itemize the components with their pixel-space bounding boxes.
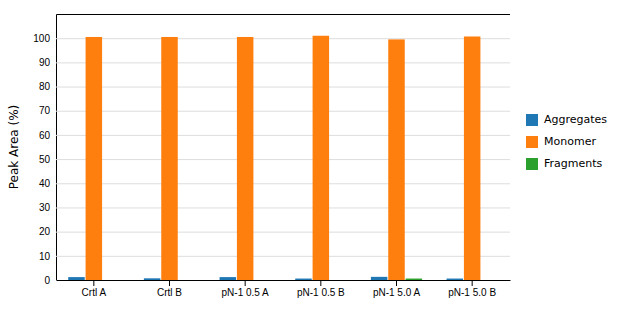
bars: [68, 36, 480, 280]
bar-group: [295, 36, 329, 280]
grid-line: [56, 183, 510, 184]
x-tick-label: pN-1 5.0 B: [448, 287, 496, 298]
legend: Aggregates Monomer Fragments: [526, 113, 607, 170]
legend-item: Monomer: [526, 135, 596, 148]
grid-line: [56, 87, 510, 88]
bar-group: [144, 37, 178, 280]
y-axis-label: Peak Area (%): [7, 105, 21, 190]
y-tick-label: 20: [39, 226, 51, 237]
x-tick: pN-1 0.5 A: [222, 280, 270, 298]
grid-line: [56, 232, 510, 233]
y-tick-label: 90: [39, 57, 51, 68]
x-tick-label: pN-1 5.0 A: [373, 287, 421, 298]
bar: [254, 280, 270, 281]
bar-group: [371, 39, 422, 280]
y-tick: 10: [39, 251, 510, 262]
legend-swatch: [526, 114, 538, 126]
y-tick-label: 0: [44, 275, 50, 286]
y-tick: 80: [39, 81, 510, 92]
x-axis: Crtl A Crtl B pN-1 0.5 A pN-1 0.5 B pN-1 5.0…: [57, 280, 511, 298]
bar: [179, 280, 195, 281]
bar: [447, 279, 463, 280]
y-tick-label: 70: [39, 105, 51, 116]
bar: [86, 37, 102, 280]
tick-mark: [320, 280, 321, 286]
y-tick: 90: [39, 57, 510, 68]
grid-line: [56, 135, 510, 136]
bar: [237, 37, 253, 280]
y-tick-label: 100: [33, 33, 50, 44]
y-tick: 20: [39, 226, 510, 237]
tick-mark: [245, 280, 246, 286]
y-tick-label: 60: [39, 130, 51, 141]
bar: [464, 36, 480, 280]
y-axis: 0 10 20 30 40 50 60 70 80 90 100: [33, 15, 510, 286]
y-tick-label: 80: [39, 81, 51, 92]
y-axis-line: [57, 15, 511, 281]
bar-group: [220, 37, 254, 280]
x-tick: Crtl A: [82, 280, 107, 298]
legend-label: Fragments: [544, 157, 603, 170]
x-tick: pN-1 0.5 B: [297, 280, 345, 298]
chart: 0 10 20 30 40 50 60 70 80 90 100 Crtl A Crtl B pN-1 0…: [0, 0, 620, 310]
bar: [295, 279, 311, 280]
bar: [330, 280, 346, 281]
bar: [388, 39, 404, 280]
grid-line: [56, 207, 510, 208]
legend-item: Aggregates: [526, 113, 607, 126]
bar: [161, 37, 177, 280]
x-tick-label: pN-1 0.5 B: [297, 287, 345, 298]
bar: [313, 36, 329, 280]
y-tick: 50: [39, 154, 510, 165]
bar: [406, 279, 422, 280]
bar: [481, 280, 497, 281]
y-tick: 0: [44, 275, 510, 286]
y-tick-label: 30: [39, 202, 51, 213]
tick-mark: [93, 280, 94, 286]
grid-line: [56, 280, 510, 281]
grid-line: [56, 159, 510, 160]
y-tick: 30: [39, 202, 510, 213]
tick-mark: [396, 280, 397, 286]
y-tick: 40: [39, 178, 510, 189]
legend-swatch: [526, 136, 538, 148]
x-tick-label: Crtl B: [157, 287, 182, 298]
y-tick: 70: [39, 105, 510, 116]
legend-label: Monomer: [544, 135, 596, 148]
bar: [103, 280, 119, 281]
x-tick-label: Crtl A: [82, 287, 107, 298]
bar: [371, 277, 387, 280]
y-tick: 100: [33, 33, 510, 44]
bar: [144, 278, 160, 280]
legend-item: Fragments: [526, 157, 603, 170]
bar-group: [68, 37, 102, 280]
y-tick-label: 50: [39, 154, 51, 165]
grid-line: [56, 62, 510, 63]
y-tick-label: 40: [39, 178, 51, 189]
tick-mark: [472, 280, 473, 286]
x-tick: pN-1 5.0 B: [448, 280, 496, 298]
legend-swatch: [526, 158, 538, 170]
grid-line: [56, 111, 510, 112]
y-tick-label: 10: [39, 251, 51, 262]
tick-mark: [169, 280, 170, 286]
legend-label: Aggregates: [544, 113, 607, 126]
x-tick: pN-1 5.0 A: [373, 280, 421, 298]
bar-group: [447, 36, 481, 280]
x-tick: Crtl B: [157, 280, 182, 298]
bar: [220, 277, 236, 280]
grid-line: [56, 256, 510, 257]
plot: 0 10 20 30 40 50 60 70 80 90 100 Crtl A Crtl B pN-1 0…: [33, 15, 510, 299]
grid-line: [56, 38, 510, 39]
x-axis-line: [57, 280, 511, 281]
bar: [68, 277, 84, 280]
y-tick: 60: [39, 130, 510, 141]
x-tick-label: pN-1 0.5 A: [222, 287, 270, 298]
